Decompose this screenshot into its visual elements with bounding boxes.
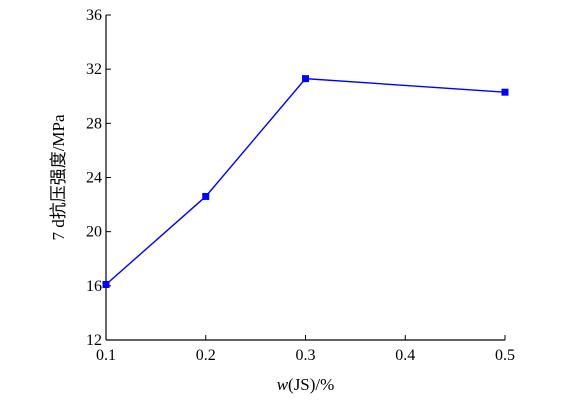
y-tick-label: 12 <box>86 332 102 349</box>
x-ticks: 0.1 0.2 0.3 0.4 0.5 <box>96 335 515 364</box>
y-tick-label: 20 <box>86 224 102 241</box>
y-tick-label: 16 <box>86 278 102 295</box>
axes <box>105 15 505 341</box>
y-tick-label: 36 <box>86 7 102 24</box>
series-group <box>102 75 509 288</box>
data-point <box>102 280 110 288</box>
y-tick-label: 24 <box>86 170 102 187</box>
x-axis-label-italic: w <box>277 375 289 394</box>
x-tick-label: 0.2 <box>196 347 216 364</box>
x-tick-label: 0.3 <box>296 347 316 364</box>
y-tick-label: 28 <box>86 115 102 132</box>
y-axis-label: 7 d抗压强度/MPa <box>49 114 68 241</box>
data-point <box>302 75 309 83</box>
y-tick-label: 32 <box>86 61 102 78</box>
x-tick-label: 0.5 <box>495 347 515 364</box>
y-ticks: 12 16 20 24 28 32 36 <box>86 7 111 349</box>
x-tick-label: 0.1 <box>96 347 116 364</box>
x-axis-label-rest: (JS)/% <box>288 375 334 394</box>
data-point <box>202 192 210 200</box>
data-point <box>501 88 509 96</box>
x-axis-label: w(JS)/% <box>277 375 335 394</box>
series-line <box>105 77 506 286</box>
x-tick-label: 0.4 <box>395 347 415 364</box>
